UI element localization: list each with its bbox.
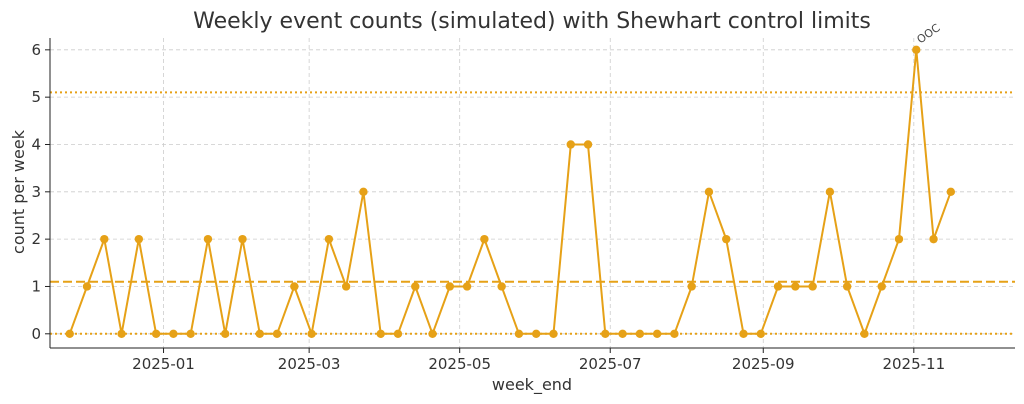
data-point [341,282,351,291]
series-weekly-counts [65,45,956,339]
data-point [583,140,593,149]
data-point [929,234,938,244]
data-point [877,282,886,291]
y-tick-label: 6 [31,41,41,59]
control-limit-lines [50,91,1015,335]
data-point [82,282,92,291]
data-point [549,329,558,339]
data-point [532,329,541,339]
data-point [272,329,282,339]
data-point [497,282,506,291]
data-point [221,329,230,339]
data-point [307,329,316,339]
y-tick-label: 2 [31,230,41,248]
x-tick-label: 2025-11 [882,355,945,373]
data-point [169,329,178,339]
data-point [376,329,385,339]
annotations: OOC [915,21,943,46]
data-point [791,282,800,291]
axes [45,38,1015,353]
chart-title: Weekly event counts (simulated) with She… [193,9,871,34]
x-tick-label: 2025-05 [428,355,491,373]
data-point [704,187,714,197]
data-point [722,234,731,244]
data-point [773,282,783,291]
data-point [635,329,645,339]
data-point [808,282,817,291]
data-point [100,234,109,244]
x-tick-label: 2025-03 [278,355,341,373]
data-point [946,187,956,197]
data-point [825,187,835,197]
data-point [117,329,126,339]
data-point [255,329,264,339]
data-point [652,329,662,339]
data-point [445,282,455,291]
data-point [480,234,489,244]
data-point [860,329,869,339]
y-tick-label: 5 [31,88,41,106]
data-point [894,234,904,244]
series-line [68,48,952,335]
y-tick-label: 4 [31,135,41,153]
x-tick-label: 2025-09 [732,355,795,373]
data-point [462,282,472,291]
data-point [65,329,74,339]
x-axis-label: week_end [492,375,572,395]
data-point [618,329,627,339]
x-tick-label: 2025-01 [132,355,195,373]
data-point [428,329,437,339]
data-point [134,234,144,244]
y-tick-label: 3 [31,183,41,201]
data-point [739,329,748,339]
ooc-annotation: OOC [915,21,943,46]
data-point [912,45,921,55]
data-point [186,329,195,339]
data-point [566,140,575,149]
data-point [290,282,299,291]
data-point [393,329,403,339]
y-axis-label: count per week [9,129,28,254]
data-point [601,329,610,339]
data-point [842,282,852,291]
data-point [359,187,368,197]
x-tick-label: 2025-07 [579,355,642,373]
data-point [411,282,420,291]
grid-lines [50,38,1015,348]
data-point [324,234,334,244]
y-tick-label: 1 [31,277,41,295]
data-point [756,329,765,339]
y-tick-label: 0 [31,325,41,343]
data-point [151,329,161,339]
data-point [670,329,679,339]
data-point [203,234,213,244]
tick-labels: 2025-01 2025-03 2025-05 2025-07 2025-09 2025-… [31,41,945,373]
data-point [514,329,524,339]
data-point [238,234,247,244]
data-point [687,282,696,291]
